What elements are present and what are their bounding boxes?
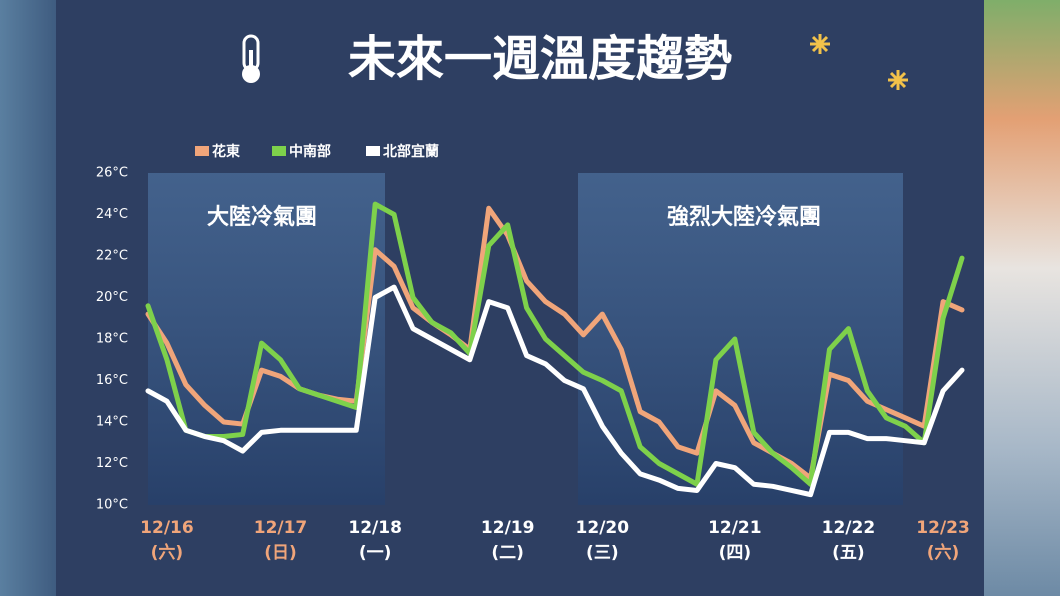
region-shade — [578, 173, 903, 505]
side-photo — [984, 0, 1060, 596]
x-tick-sublabel: (三) — [586, 543, 619, 563]
chart-title: 未來一週溫度趨勢 — [348, 31, 732, 87]
y-tick-label: 26°C — [96, 166, 128, 181]
y-tick-label: 10°C — [96, 498, 128, 513]
y-tick-label: 22°C — [96, 249, 128, 264]
y-tick-label: 24°C — [96, 207, 128, 222]
series-line — [145, 201, 965, 487]
x-tick-sublabel: (一) — [359, 543, 392, 563]
y-tick-label: 20°C — [96, 290, 128, 305]
y-tick-label: 16°C — [96, 373, 128, 388]
x-tick-sublabel: (五) — [832, 543, 865, 563]
x-tick-sublabel: (六) — [151, 542, 184, 563]
legend-swatch — [272, 146, 286, 156]
legend-label: 花東 — [212, 143, 240, 160]
legend-swatch — [366, 146, 380, 156]
annotation: 大陸冷氣團 — [207, 204, 317, 230]
sparkle — [810, 34, 908, 90]
x-tick-label: 12/22 — [822, 518, 876, 538]
thermometer-icon — [242, 34, 260, 83]
legend-swatch — [195, 146, 209, 156]
x-tick-label: 12/17 — [254, 518, 308, 538]
x-tick-sublabel: (四) — [719, 543, 752, 563]
x-tick-label: 12/18 — [348, 518, 402, 538]
x-tick-label: 12/16 — [140, 518, 194, 538]
x-tick-sublabel: (六) — [927, 542, 960, 563]
annotation: 強烈大陸冷氣團 — [667, 204, 821, 230]
x-tick-sublabel: (日) — [264, 543, 297, 563]
x-tick-label: 12/23 — [916, 518, 970, 538]
y-tick-label: 18°C — [96, 332, 128, 347]
y-tick-label: 12°C — [96, 456, 128, 471]
x-tick-label: 12/19 — [481, 518, 535, 538]
legend-label: 北部宜蘭 — [383, 143, 439, 160]
y-tick-label: 14°C — [96, 415, 128, 430]
side-photo — [0, 0, 56, 596]
legend-label: 中南部 — [289, 143, 331, 160]
x-tick-label: 12/20 — [576, 518, 630, 538]
series-line — [145, 205, 965, 481]
region-shade — [148, 173, 385, 505]
x-tick-sublabel: (二) — [491, 543, 524, 563]
series-line — [145, 284, 965, 498]
x-tick-label: 12/21 — [708, 518, 762, 538]
